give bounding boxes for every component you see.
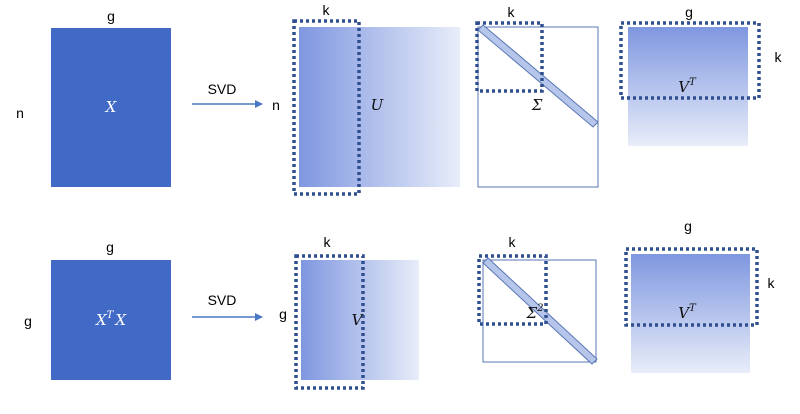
top-u-k-selection-box xyxy=(292,19,361,196)
bottom-v-cols-label: k xyxy=(324,234,332,250)
bottom-sigma-k-selection-box xyxy=(477,254,548,326)
top-vt-label: VT xyxy=(678,77,697,96)
bottom-sigma-matrix-group: Σ2 k xyxy=(477,234,598,365)
top-svd-label: SVD xyxy=(208,81,237,97)
top-u-matrix-group: U n k xyxy=(272,2,460,196)
bottom-svd-arrow-group: SVD xyxy=(192,292,263,321)
top-x-rows-label: n xyxy=(16,105,24,121)
top-input-matrix-group: X g n xyxy=(16,8,171,187)
top-sigma-matrix-group: Σ k xyxy=(475,4,599,188)
bottom-input-matrix-group: XT X g g xyxy=(24,239,171,380)
top-vt-cols-label: g xyxy=(685,4,693,20)
bottom-vt-matrix xyxy=(631,254,750,373)
bottom-vt-cols-label: g xyxy=(684,218,692,234)
bottom-xtx-matrix xyxy=(51,260,171,380)
top-x-label: X xyxy=(105,98,118,116)
bottom-v-matrix-group: V g k xyxy=(279,234,419,390)
bottom-xtx-rows-label: g xyxy=(24,313,32,329)
bottom-xtx-cols-label: g xyxy=(106,239,114,255)
top-u-label: U xyxy=(371,96,385,114)
top-vt-matrix-group: VT g k xyxy=(619,4,783,146)
top-x-matrix xyxy=(51,28,171,187)
bottom-vt-matrix-group: VT g k xyxy=(624,218,776,373)
top-sigma-diagonal xyxy=(477,24,599,128)
bottom-sigma-diagonal xyxy=(482,257,598,365)
bottom-svd-label: SVD xyxy=(208,292,237,308)
bottom-v-rows-label: g xyxy=(279,306,287,322)
bottom-sigma-cols-label: k xyxy=(509,234,517,250)
bottom-v-label: V xyxy=(352,311,365,329)
top-u-matrix xyxy=(299,27,460,187)
bottom-v-matrix xyxy=(301,260,419,380)
bottom-xtx-label: XT X xyxy=(95,310,127,329)
top-sigma-k-selection-box xyxy=(475,21,544,93)
top-vt-matrix xyxy=(628,27,748,146)
top-sigma-cols-label: k xyxy=(508,4,516,20)
top-u-rows-label: n xyxy=(272,97,280,113)
top-u-cols-label: k xyxy=(323,2,331,18)
bottom-vt-k-selection-box xyxy=(624,247,759,327)
top-vt-rows-label: k xyxy=(775,49,783,65)
bottom-v-k-selection-box xyxy=(294,254,365,390)
top-sigma-label: Σ xyxy=(531,96,543,114)
bottom-vt-rows-label: k xyxy=(768,275,776,291)
bottom-vt-label: VT xyxy=(678,303,697,322)
top-svd-arrow-group: SVD xyxy=(192,81,263,108)
top-vt-k-selection-box xyxy=(619,21,761,100)
bottom-sigma-label: Σ2 xyxy=(526,303,544,322)
top-x-cols-label: g xyxy=(107,8,115,24)
